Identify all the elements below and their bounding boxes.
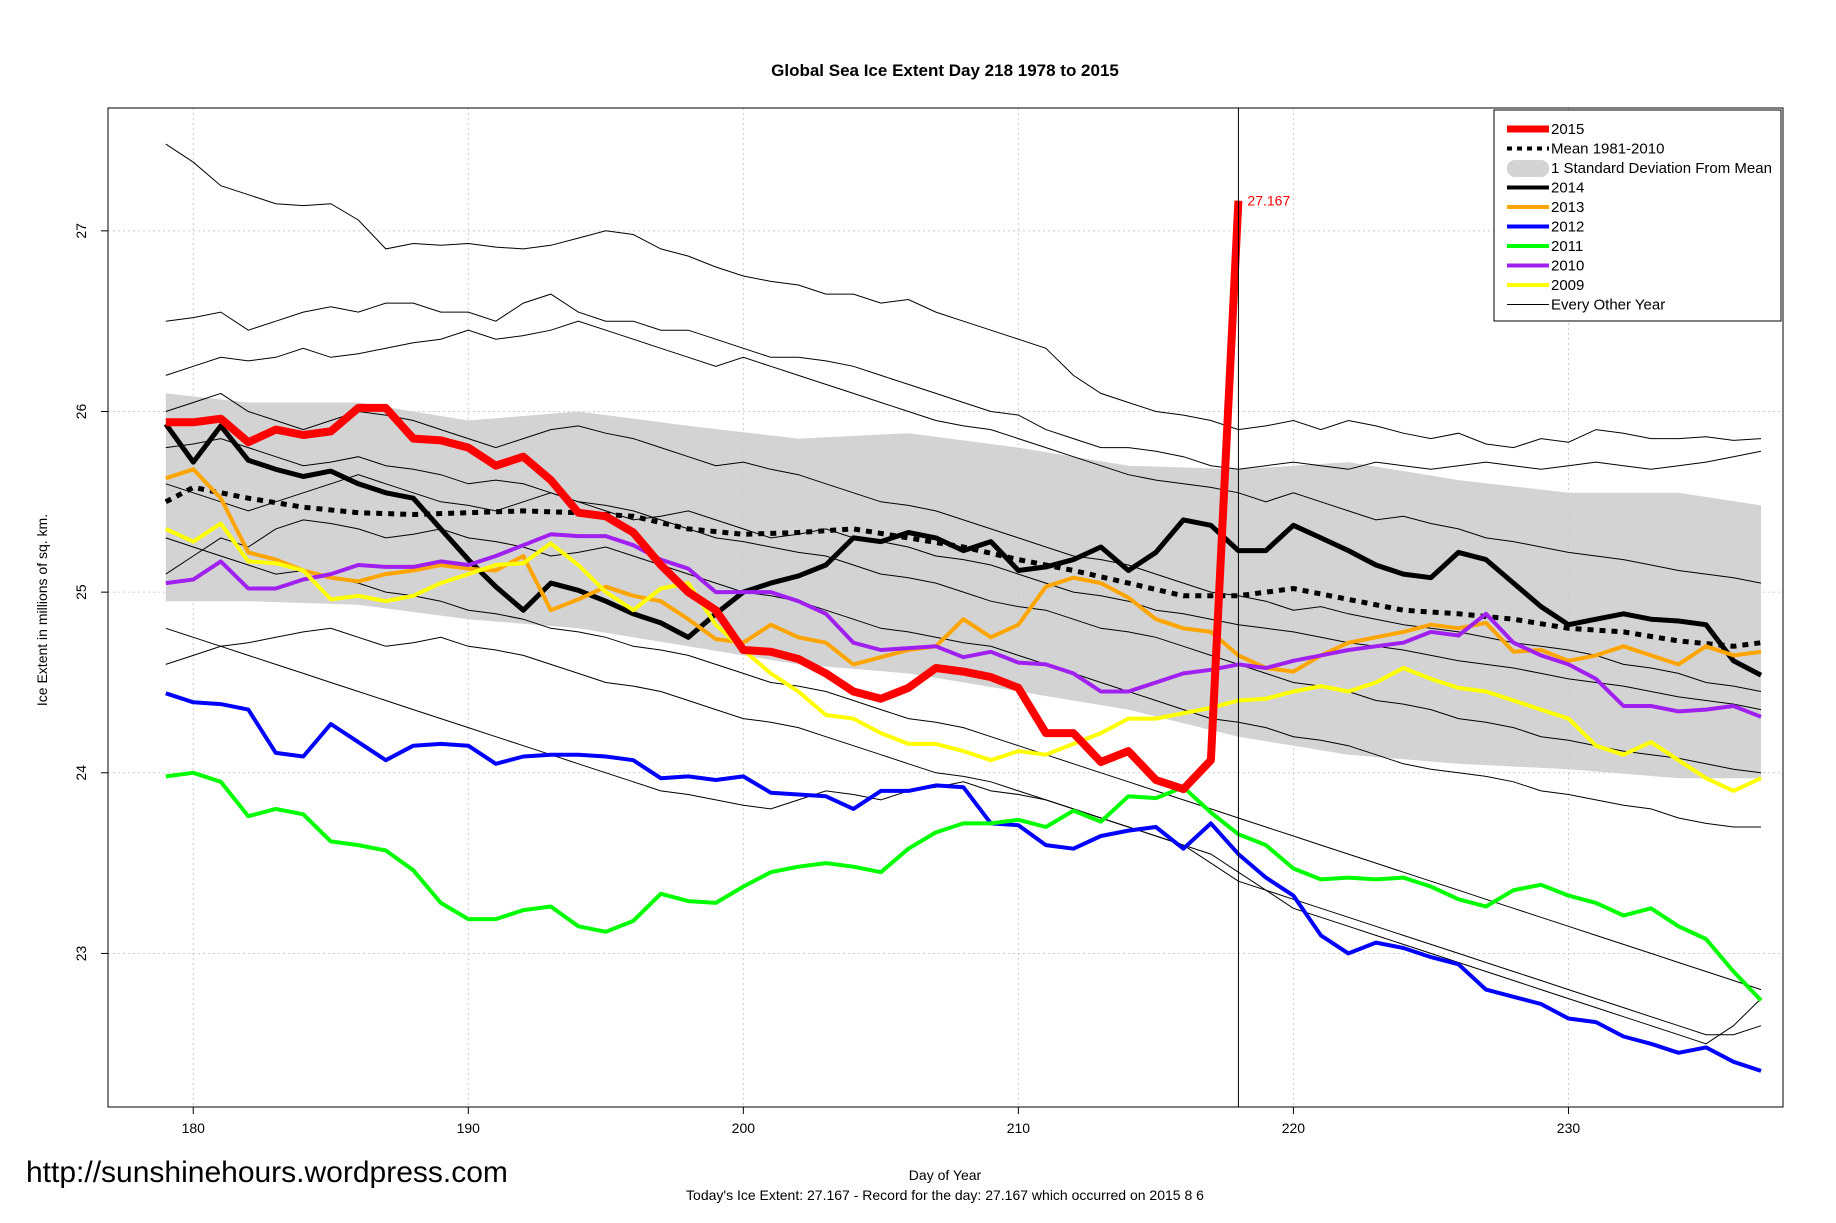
series-line-2014 [163,422,1763,678]
y-tick-label: 24 [73,765,89,781]
x-tick-label: 230 [1557,1120,1581,1136]
x-tick-label: 190 [457,1120,481,1136]
plot-frame [107,107,1784,1108]
other-year-line [165,143,1762,449]
series-line-mean-1981-2010 [164,484,1762,649]
watermark-url: http://sunshinehours.wordpress.com [26,1156,508,1189]
legend-label: 2015 [1551,121,1584,138]
x-tick-label: 210 [1007,1120,1031,1136]
x-tick-label: 220 [1282,1120,1306,1136]
series-line-2011 [165,770,1763,1002]
series-line-2010 [165,532,1762,719]
axis-ticks: 180 190 200 210 220 230 23 24 25 26 27 [73,223,1580,1136]
legend-label: 2012 [1551,219,1584,236]
legend-label: 2014 [1551,180,1584,197]
footer-text: Today's Ice Extent: 27.167 - Record for … [686,1187,1204,1203]
other-year-line [165,320,1762,584]
series-line-2015 [165,200,1243,794]
other-year-line [165,438,1762,774]
y-tick-label: 25 [73,584,89,600]
record-annotation: 27.167 [1247,193,1290,209]
other-year-line [165,627,1762,1036]
y-axis-label: Ice Extent in millions of sq. km. [34,514,50,706]
legend-label: Every Other Year [1551,297,1665,314]
legend-label: 2011 [1551,238,1583,255]
legend-swatch [1507,160,1549,177]
series-line-2013 [165,467,1762,674]
other-year-line [165,293,1762,470]
legend-label: 2009 [1551,277,1584,294]
legend: 2015 Mean 1981-2010 1 Standard Deviation F… [1493,109,1782,322]
legend-label: 2013 [1551,199,1584,216]
y-tick-label: 26 [73,403,89,419]
legend-label: Mean 1981-2010 [1551,141,1664,158]
y-tick-label: 27 [73,223,89,239]
series-line-2012 [165,691,1762,1073]
legend-label: 1 Standard Deviation From Mean [1551,160,1772,177]
chart-title: Global Sea Ice Extent Day 218 1978 to 20… [771,61,1119,80]
x-tick-label: 200 [732,1120,756,1136]
other-year-line [165,392,1762,692]
y-tick-label: 23 [73,945,89,961]
x-tick-label: 180 [182,1120,206,1136]
legend-label: 2010 [1551,258,1584,275]
plot-area [108,108,1783,1107]
other-year-line [165,519,1761,828]
series-line-2009 [164,521,1762,793]
std-deviation-band [165,393,1761,779]
x-axis-label: Day of Year [909,1167,982,1183]
other-year-line [165,627,1762,1045]
other-year-line [165,474,1762,711]
